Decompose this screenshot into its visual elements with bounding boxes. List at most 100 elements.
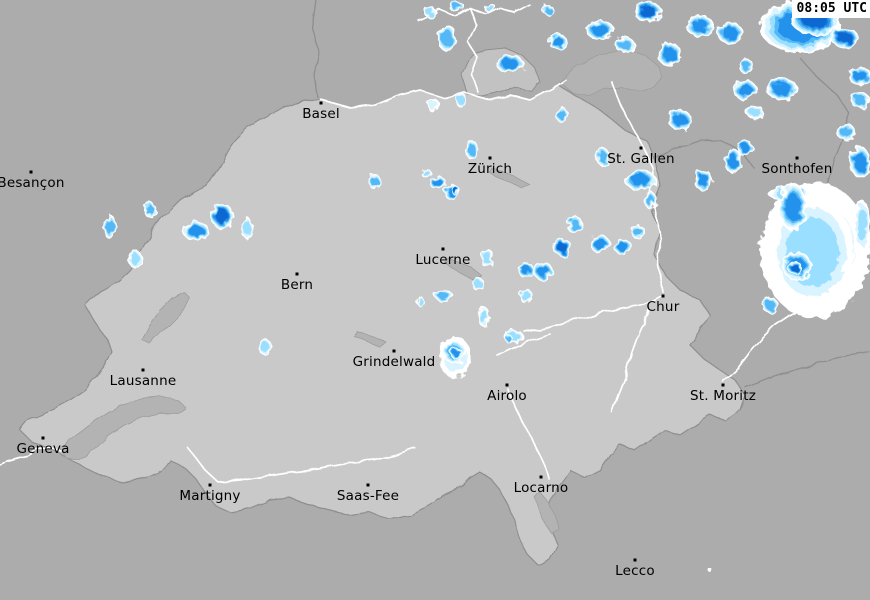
- river-rhine-north: [320, 79, 567, 109]
- city-label-lausanne: Lausanne: [109, 373, 177, 389]
- radar-echo: [441, 29, 453, 47]
- radar-echo: [130, 253, 140, 265]
- city-label-z-rich: Zürich: [467, 161, 513, 177]
- border-fr-de: [311, 0, 320, 99]
- city-label-st-gallen: St. Gallen: [607, 151, 675, 167]
- radar-echo: [371, 177, 379, 187]
- radar-echo: [617, 242, 629, 252]
- river-alpine-rhine: [611, 81, 664, 293]
- river-reuss-upper: [497, 333, 551, 357]
- city-label-locarno: Locarno: [513, 480, 569, 496]
- radar-echo: [837, 32, 853, 44]
- city-marker-geneva: [41, 436, 45, 440]
- city-label-airolo: Airolo: [487, 388, 527, 404]
- city-marker-st-moritz: [721, 383, 725, 387]
- radar-echo: [697, 174, 709, 186]
- radar-echo: [537, 265, 549, 277]
- city-label-bern: Bern: [280, 277, 314, 293]
- radar-echo: [558, 110, 566, 120]
- radar-echo: [840, 127, 852, 137]
- city-marker-lucerne: [441, 247, 445, 251]
- radar-echo: [673, 114, 687, 126]
- city-label-saas-fee: Saas-Fee: [336, 488, 400, 504]
- radar-echo: [260, 341, 270, 353]
- radar-echo: [854, 153, 866, 171]
- city-marker-chur: [661, 294, 665, 298]
- radar-echo: [631, 174, 649, 186]
- radar-echo: [433, 179, 443, 187]
- river-rhone-upper: [187, 447, 416, 483]
- radar-echo: [646, 194, 654, 206]
- river-german-2: [467, 7, 479, 93]
- city-label-lucerne: Lucerne: [415, 252, 471, 268]
- lakes: [59, 49, 664, 535]
- radar-echo: [188, 225, 204, 237]
- city-marker-basel: [319, 101, 323, 105]
- radar-echo: [216, 208, 228, 224]
- city-marker-st-gallen: [639, 146, 643, 150]
- lake-zurich: [487, 167, 531, 189]
- city-label-lecco: Lecco: [615, 563, 655, 579]
- radar-echo: [765, 300, 775, 310]
- lake-maggiore: [534, 491, 559, 535]
- river-rhone-lower: [0, 446, 63, 466]
- radar-echo: [557, 242, 567, 252]
- radar-echo: [640, 6, 656, 18]
- radar-echo: [451, 3, 461, 9]
- radar-echo: [483, 251, 491, 265]
- city-label-besan-on: Besançon: [0, 175, 65, 191]
- radar-echo: [457, 94, 465, 106]
- precipitation-layer: [103, 0, 870, 572]
- radar-echo: [785, 193, 801, 221]
- radar-echo: [570, 219, 580, 231]
- radar-echo: [552, 38, 564, 46]
- radar-echo: [426, 8, 434, 16]
- radar-echo: [594, 238, 606, 250]
- city-label-basel: Basel: [302, 106, 340, 122]
- radar-echo: [146, 205, 154, 215]
- radar-echo: [740, 143, 750, 153]
- river-german-1: [417, 4, 531, 21]
- radar-echo: [522, 290, 530, 302]
- radar-echo: [853, 70, 867, 82]
- city-label-chur: Chur: [646, 299, 680, 315]
- radar-echo: [479, 309, 487, 323]
- radar-echo: [854, 95, 866, 105]
- radar-echo: [422, 169, 430, 177]
- radar-echo: [243, 221, 251, 235]
- radar-echo: [417, 297, 423, 305]
- radar-echo: [741, 61, 751, 71]
- radar-echo: [663, 48, 677, 62]
- radar-echo: [474, 279, 482, 289]
- radar-echo: [791, 264, 799, 272]
- radar-echo: [856, 209, 868, 241]
- city-marker-saas-fee: [366, 483, 370, 487]
- radar-echo: [452, 349, 460, 357]
- radar-echo: [486, 4, 494, 12]
- river-ticino: [506, 387, 549, 479]
- city-label-geneva: Geneva: [16, 441, 70, 457]
- radar-echo: [105, 219, 115, 235]
- radar-echo: [633, 227, 643, 237]
- radar-echo: [468, 144, 476, 156]
- city-marker-locarno: [539, 475, 543, 479]
- river-vorderrhein: [524, 295, 664, 333]
- radar-echo: [598, 151, 608, 163]
- lake-geneva: [59, 395, 187, 461]
- radar-echo: [506, 336, 512, 342]
- radar-echo: [592, 24, 608, 36]
- radar-echo: [728, 153, 738, 169]
- radar-echo: [438, 292, 450, 300]
- radar-echo: [773, 82, 791, 96]
- lake-thun: [353, 331, 387, 348]
- city-marker-z-rich: [488, 156, 492, 160]
- radar-echo: [521, 265, 531, 275]
- radar-echo: [619, 40, 631, 50]
- city-label-martigny: Martigny: [179, 488, 241, 504]
- timestamp-badge: 08:05 UTC: [791, 0, 870, 18]
- city-marker-sonthofen: [795, 156, 799, 160]
- city-marker-bern: [295, 272, 299, 276]
- city-marker-airolo: [505, 383, 509, 387]
